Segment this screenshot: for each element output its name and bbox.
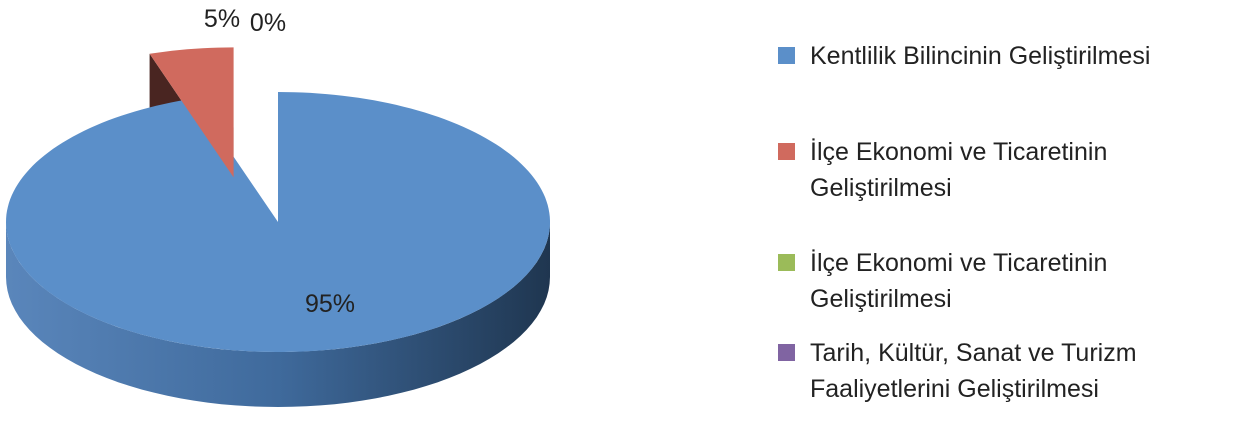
- data-label-1: 5%: [204, 5, 240, 33]
- legend-item-ilce-ekonomi-1: İlçe Ekonomi ve Ticaretinin Geliştirilme…: [778, 134, 1228, 245]
- pie-chart: 95% 5% 0%: [6, 5, 550, 407]
- legend-swatch-blue: [778, 47, 795, 64]
- legend-item-ilce-ekonomi-2: İlçe Ekonomi ve Ticaretinin Geliştirilme…: [778, 245, 1228, 335]
- data-label-2: 0%: [250, 9, 286, 37]
- chart-legend: Kentlilik Bilincinin Geliştirilmesi İlçe…: [778, 38, 1228, 407]
- legend-item-kentlilik: Kentlilik Bilincinin Geliştirilmesi: [778, 38, 1228, 134]
- legend-item-tarih-kultur: Tarih, Kültür, Sanat ve Turizm Faaliyetl…: [778, 335, 1228, 407]
- legend-label: İlçe Ekonomi ve Ticaretinin Geliştirilme…: [810, 249, 1108, 313]
- pie-slice-0: [6, 92, 550, 352]
- legend-swatch-green: [778, 254, 795, 271]
- legend-swatch-purple: [778, 344, 795, 361]
- legend-swatch-red: [778, 143, 795, 160]
- pie-side-0: [6, 222, 550, 407]
- legend-label: İlçe Ekonomi ve Ticaretinin Geliştirilme…: [810, 138, 1108, 202]
- legend-label: Kentlilik Bilincinin Geliştirilmesi: [810, 42, 1151, 70]
- pie-slice-1: [149, 47, 234, 178]
- legend-label: Tarih, Kültür, Sanat ve Turizm Faaliyetl…: [810, 339, 1137, 403]
- data-label-0: 95%: [305, 290, 355, 318]
